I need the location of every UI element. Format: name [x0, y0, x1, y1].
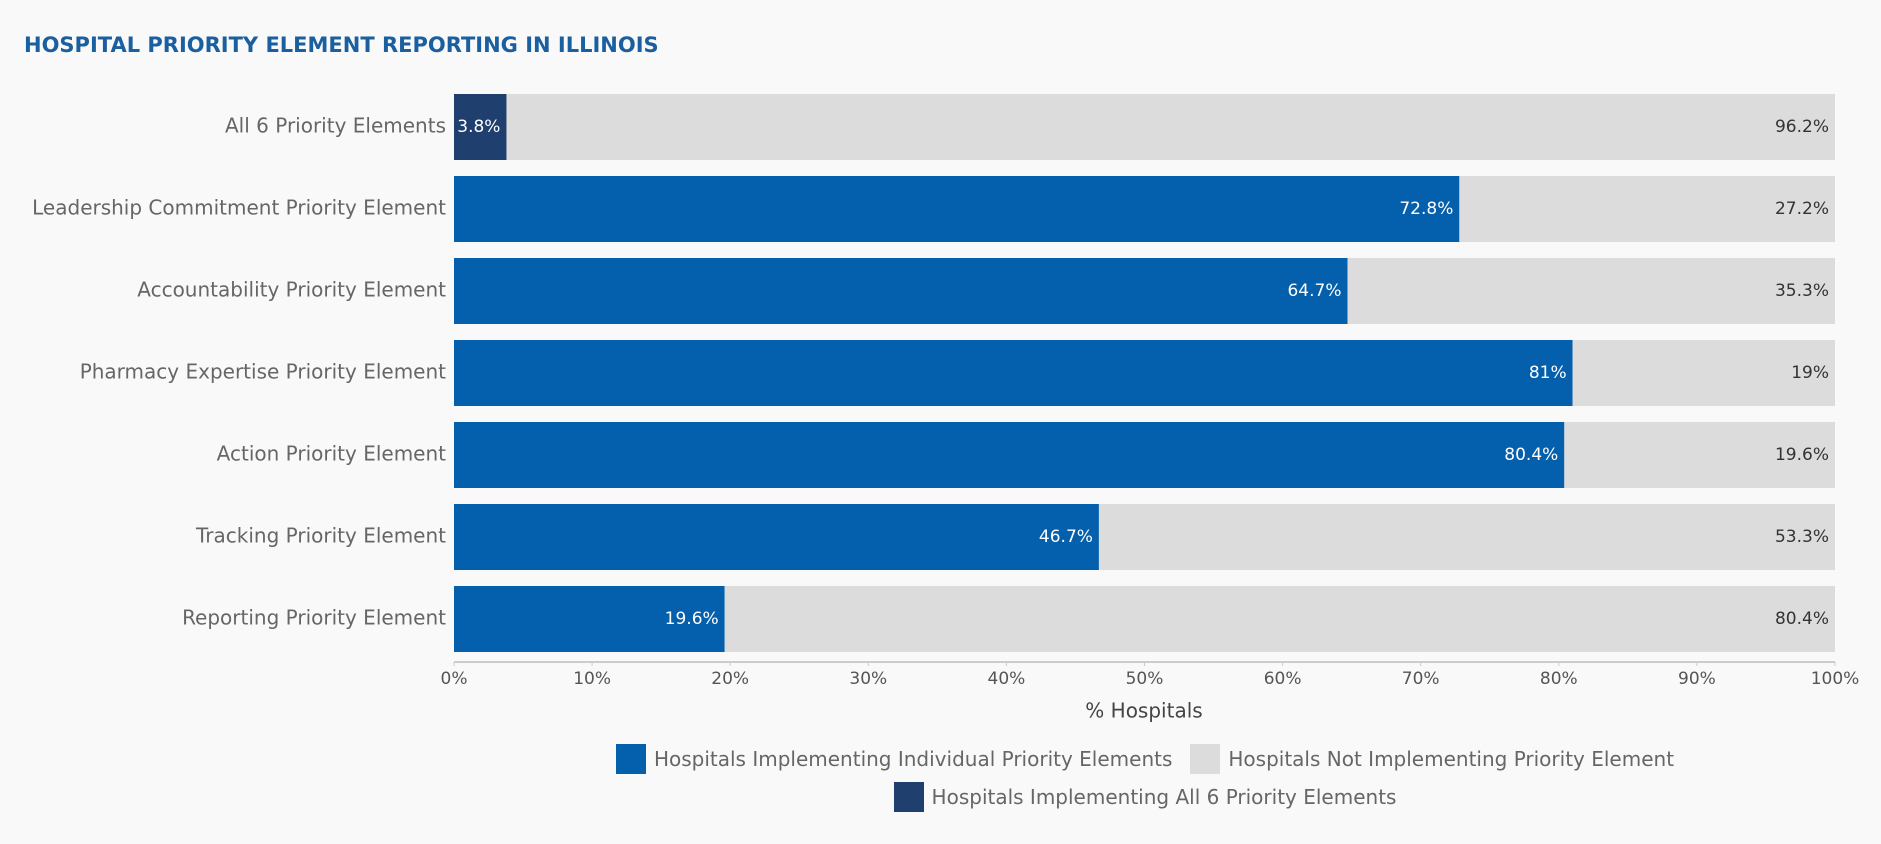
- category-label: Action Priority Element: [217, 442, 446, 466]
- x-tick-label: 40%: [988, 669, 1026, 689]
- bar-segment: [454, 422, 1565, 488]
- x-tick-label: 0%: [441, 669, 468, 689]
- category-label: Accountability Priority Element: [137, 278, 446, 302]
- value-label: 46.7%: [1039, 527, 1093, 547]
- bar-segment: [454, 176, 1460, 242]
- value-label: 19.6%: [665, 609, 719, 629]
- value-label: 80.4%: [1775, 609, 1829, 629]
- bar-segment: [454, 340, 1573, 406]
- value-label: 27.2%: [1775, 199, 1829, 219]
- value-label: 53.3%: [1775, 527, 1829, 547]
- x-tick-label: 100%: [1811, 669, 1860, 689]
- value-label: 3.8%: [457, 117, 500, 137]
- value-label: 19.6%: [1775, 445, 1829, 465]
- bar-segment: [1098, 504, 1835, 570]
- bar-segment: [454, 94, 507, 160]
- bar-segment: [454, 586, 725, 652]
- category-label: All 6 Priority Elements: [225, 114, 446, 138]
- x-tick-label: 30%: [849, 669, 887, 689]
- legend-label: Hospitals Implementing All 6 Priority El…: [931, 785, 1397, 809]
- bar-segment: [1572, 340, 1835, 406]
- x-tick-label: 10%: [573, 669, 611, 689]
- legend-swatch: [893, 782, 924, 812]
- bar-segment: [1347, 258, 1835, 324]
- category-label: Reporting Priority Element: [182, 606, 446, 630]
- legend-item[interactable]: Hospitals Not Implementing Priority Elem…: [1190, 744, 1674, 774]
- legend-swatch: [1190, 744, 1221, 774]
- bar-segment: [1459, 176, 1835, 242]
- x-tick-label: 50%: [1126, 669, 1164, 689]
- x-tick-label: 90%: [1678, 669, 1716, 689]
- x-tick-label: 70%: [1402, 669, 1440, 689]
- bar-segment: [724, 586, 1835, 652]
- legend: Hospitals Implementing Individual Priori…: [595, 744, 1695, 812]
- value-label: 81%: [1529, 363, 1567, 383]
- x-axis-title: % Hospitals: [1085, 699, 1202, 723]
- bar-segment: [1564, 422, 1835, 488]
- bar-segment: [454, 504, 1099, 570]
- legend-label: Hospitals Not Implementing Priority Elem…: [1228, 747, 1675, 771]
- category-label: Tracking Priority Element: [195, 524, 446, 548]
- value-label: 80.4%: [1504, 445, 1558, 465]
- category-label: Leadership Commitment Priority Element: [32, 196, 446, 220]
- value-label: 19%: [1791, 363, 1829, 383]
- x-tick-label: 20%: [711, 669, 749, 689]
- value-label: 72.8%: [1399, 199, 1453, 219]
- value-label: 96.2%: [1775, 117, 1829, 137]
- x-tick-label: 60%: [1264, 669, 1302, 689]
- x-tick-label: 80%: [1540, 669, 1578, 689]
- bar-segment: [454, 258, 1348, 324]
- legend-label: Hospitals Implementing Individual Priori…: [653, 747, 1173, 771]
- value-label: 64.7%: [1287, 281, 1341, 301]
- legend-item[interactable]: Hospitals Implementing All 6 Priority El…: [893, 782, 1397, 812]
- bar-segment: [506, 94, 1835, 160]
- legend-swatch: [615, 744, 646, 774]
- chart-title: HOSPITAL PRIORITY ELEMENT REPORTING IN I…: [24, 33, 659, 57]
- legend-item[interactable]: Hospitals Implementing Individual Priori…: [615, 744, 1173, 774]
- value-label: 35.3%: [1775, 281, 1829, 301]
- category-label: Pharmacy Expertise Priority Element: [80, 360, 446, 384]
